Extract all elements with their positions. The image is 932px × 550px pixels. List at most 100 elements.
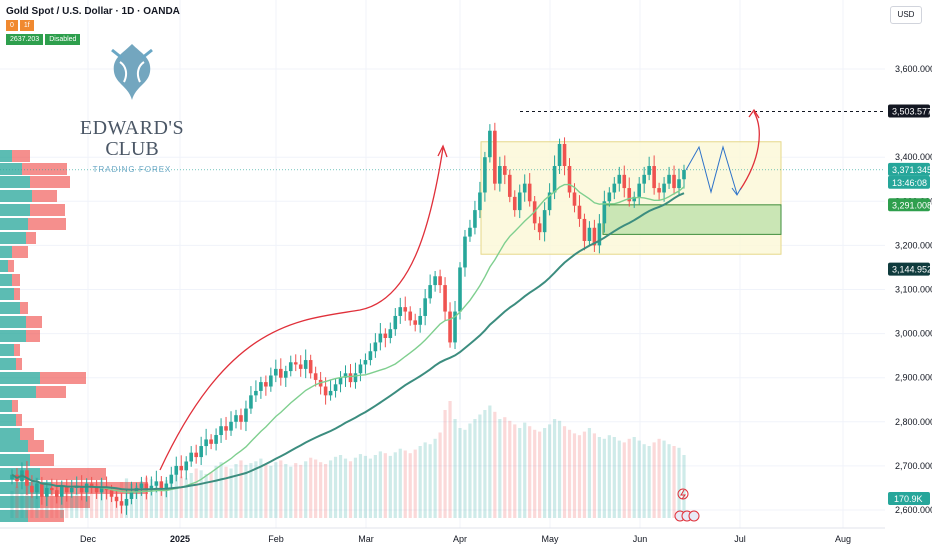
candle-body[interactable]: [632, 196, 637, 202]
candle-body[interactable]: [567, 166, 572, 193]
candle-body[interactable]: [637, 183, 641, 197]
candle-body[interactable]: [622, 174, 627, 189]
candle-body[interactable]: [264, 382, 268, 387]
candle-body[interactable]: [552, 166, 557, 193]
candle-body[interactable]: [194, 452, 198, 458]
candle-body[interactable]: [473, 210, 477, 228]
candle-body[interactable]: [343, 373, 348, 378]
candle-body[interactable]: [114, 496, 119, 502]
candle-body[interactable]: [69, 487, 74, 493]
candle-body[interactable]: [59, 485, 64, 497]
candle-body[interactable]: [557, 143, 562, 167]
candle-body[interactable]: [313, 373, 318, 380]
candle-body[interactable]: [667, 174, 671, 184]
candle-body[interactable]: [94, 487, 99, 493]
candle-body[interactable]: [547, 192, 552, 211]
bullish-arc-arrow[interactable]: [159, 147, 444, 471]
candle-body[interactable]: [338, 377, 343, 385]
candle-body[interactable]: [244, 408, 248, 422]
candle-body[interactable]: [517, 192, 522, 211]
candle-body[interactable]: [607, 192, 612, 202]
candle-body[interactable]: [672, 174, 676, 189]
candle-body[interactable]: [119, 501, 124, 506]
candle-body[interactable]: [189, 452, 193, 462]
candle-body[interactable]: [328, 390, 333, 396]
candle-body[interactable]: [129, 492, 134, 499]
candle-body[interactable]: [368, 351, 373, 361]
candle-body[interactable]: [652, 166, 656, 189]
candle-body[interactable]: [164, 483, 169, 488]
candle-body[interactable]: [254, 390, 258, 396]
indicator-badge-a[interactable]: 0: [6, 20, 18, 31]
candle-body[interactable]: [10, 474, 14, 480]
candle-body[interactable]: [249, 395, 253, 409]
candle-body[interactable]: [542, 210, 547, 233]
candle-body[interactable]: [413, 320, 417, 325]
candle-body[interactable]: [433, 276, 437, 286]
annotation-drawings[interactable]: [159, 108, 760, 471]
candle-body[interactable]: [602, 201, 607, 224]
candle-body[interactable]: [204, 439, 208, 447]
symbol-title[interactable]: Gold Spot / U.S. Dollar · 1D · OANDA: [6, 6, 180, 17]
candle-body[interactable]: [682, 169, 686, 180]
candle-body[interactable]: [184, 461, 189, 471]
candle-body[interactable]: [378, 333, 383, 343]
candle-body[interactable]: [199, 446, 203, 458]
candle-body[interactable]: [403, 307, 408, 312]
candle-body[interactable]: [478, 192, 482, 211]
candle-body[interactable]: [79, 485, 84, 493]
candle-body[interactable]: [283, 371, 288, 378]
candle-body[interactable]: [617, 174, 622, 184]
candle-body[interactable]: [627, 188, 632, 202]
candle-body[interactable]: [443, 285, 447, 312]
candle-body[interactable]: [353, 373, 358, 383]
breakout-arc-arrow[interactable]: [739, 111, 760, 191]
candle-body[interactable]: [677, 179, 681, 189]
candle-body[interactable]: [303, 360, 308, 369]
projection-zigzag[interactable]: [685, 145, 738, 195]
indicator-badge-b[interactable]: 1f: [19, 20, 34, 31]
candle-body[interactable]: [333, 384, 338, 391]
candle-body[interactable]: [388, 329, 393, 339]
candle-body[interactable]: [84, 483, 89, 493]
candle-body[interactable]: [507, 174, 512, 197]
candle-body[interactable]: [279, 368, 283, 378]
candle-body[interactable]: [179, 465, 184, 471]
candle-body[interactable]: [448, 311, 452, 343]
candle-body[interactable]: [408, 311, 413, 321]
candle-body[interactable]: [224, 426, 228, 431]
candle-body[interactable]: [288, 362, 293, 372]
candle-body[interactable]: [453, 311, 457, 343]
candle-body[interactable]: [174, 465, 179, 475]
candle-body[interactable]: [642, 174, 646, 184]
candle-body[interactable]: [493, 130, 497, 184]
candle-body[interactable]: [298, 364, 303, 369]
candle-body[interactable]: [308, 360, 313, 374]
candle-body[interactable]: [647, 166, 651, 175]
candle-body[interactable]: [468, 227, 472, 237]
candle-body[interactable]: [488, 130, 492, 158]
candle-body[interactable]: [483, 157, 487, 193]
candle-body[interactable]: [124, 498, 129, 506]
candle-body[interactable]: [522, 183, 527, 193]
candle-body[interactable]: [592, 227, 597, 246]
candle-body[interactable]: [109, 490, 114, 497]
candle-body[interactable]: [159, 481, 164, 488]
candle-body[interactable]: [99, 487, 104, 493]
candle-body[interactable]: [398, 307, 403, 316]
time-axis[interactable]: Dec 2025 Feb Mar Apr May Jun Jul Aug: [0, 527, 885, 544]
candle-body[interactable]: [498, 166, 502, 184]
candle-body[interactable]: [363, 360, 368, 365]
candle-body[interactable]: [259, 382, 263, 391]
candle-body[interactable]: [64, 485, 69, 493]
candle-body[interactable]: [209, 439, 213, 444]
candle-body[interactable]: [30, 485, 34, 493]
candle-body[interactable]: [527, 183, 532, 202]
event-icons[interactable]: [674, 488, 700, 522]
candle-body[interactable]: [657, 188, 661, 193]
candle-body[interactable]: [214, 435, 218, 444]
candle-body[interactable]: [612, 183, 617, 193]
candle-body[interactable]: [458, 267, 462, 312]
candle-body[interactable]: [463, 236, 467, 268]
